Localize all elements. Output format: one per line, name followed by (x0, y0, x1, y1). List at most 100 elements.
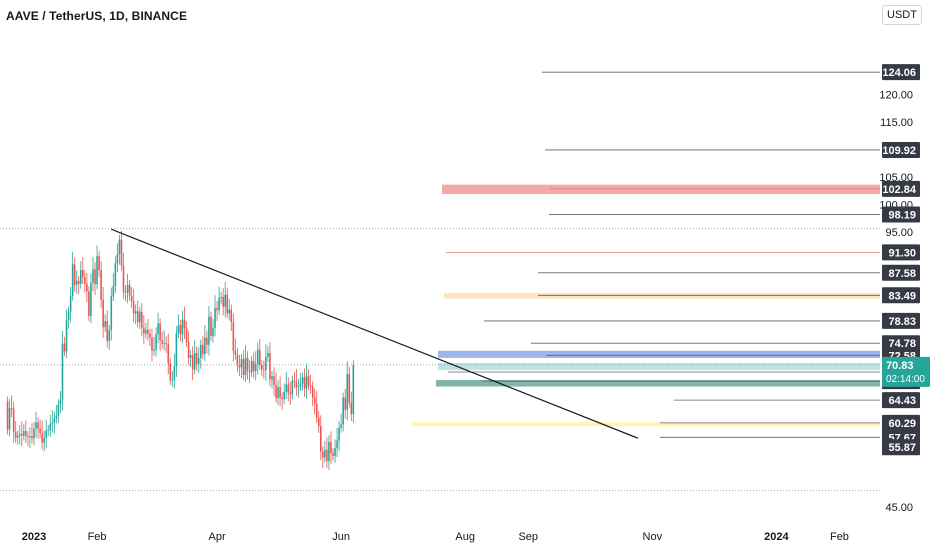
candle-body (248, 370, 251, 373)
candle (77, 276, 80, 295)
candle-body (295, 381, 298, 388)
zone-2[interactable] (438, 350, 880, 358)
candle (163, 330, 165, 351)
candle (303, 368, 306, 397)
candle (238, 354, 241, 377)
candle-body (112, 285, 115, 297)
candle (216, 301, 218, 321)
candle (269, 342, 271, 387)
candle-body (136, 311, 139, 323)
candle-body (120, 239, 123, 266)
candle (159, 318, 161, 352)
candle (224, 282, 226, 318)
candle-body (18, 433, 21, 436)
candle (112, 273, 115, 302)
candle-body (106, 321, 109, 341)
candle-body (330, 442, 332, 454)
candle (271, 371, 273, 389)
candle (185, 321, 188, 347)
candle-body (134, 311, 137, 314)
time-tick-label: Feb (88, 531, 107, 543)
svg-text:64.43: 64.43 (888, 395, 916, 407)
candle-body (336, 440, 338, 449)
price-tick-label: 45.00 (885, 502, 913, 514)
candle (202, 335, 204, 360)
candle-body (285, 384, 288, 393)
time-tick-label: Nov (643, 531, 663, 543)
candle (167, 333, 170, 375)
candle (27, 431, 29, 446)
candle (96, 245, 98, 290)
candle-body (197, 357, 200, 364)
candle-body (199, 344, 202, 358)
candle-body (287, 384, 290, 393)
candle (195, 346, 198, 371)
candle (342, 392, 344, 432)
zone-3[interactable] (438, 362, 880, 371)
candle (12, 401, 15, 443)
level-price-badge: 60.29 (882, 414, 920, 431)
candle-body (289, 392, 292, 395)
price-tick-label: 120.00 (879, 90, 913, 102)
candle (309, 374, 312, 394)
candle (340, 413, 342, 433)
candles-layer (6, 230, 355, 471)
candle (120, 230, 123, 271)
candle (55, 404, 58, 424)
candle (41, 420, 43, 450)
candle (218, 286, 220, 316)
candle-body (309, 385, 312, 387)
candle-body (307, 376, 310, 386)
candle-body (334, 448, 336, 456)
level-price-badge: 64.43 (882, 392, 920, 409)
candle-body (258, 349, 261, 366)
candle (324, 441, 326, 463)
candle-body (328, 442, 330, 462)
candle (236, 347, 239, 373)
candle-body (29, 436, 31, 438)
candle (82, 257, 84, 284)
candle-body (191, 355, 194, 370)
candle-body (202, 344, 204, 355)
currency-unit-button[interactable]: USDT (882, 5, 922, 25)
chart-title: AAVE / TetherUS, 1D, BINANCE (6, 9, 188, 23)
candle (88, 286, 90, 322)
candle-body (230, 309, 233, 323)
candle (193, 340, 196, 375)
zone-0[interactable] (442, 184, 880, 195)
candle-body (242, 359, 245, 375)
candle-body (55, 415, 58, 419)
candle-body (281, 397, 283, 400)
candle (16, 430, 19, 445)
svg-text:98.19: 98.19 (888, 209, 916, 221)
level-price-badge: 55.87 (882, 439, 920, 456)
candle-body (315, 403, 318, 418)
candle-body (157, 323, 159, 335)
candle-body (51, 422, 54, 424)
candle-body (256, 349, 259, 364)
candle (330, 431, 332, 464)
zone-4[interactable] (436, 379, 880, 387)
candle (169, 358, 172, 385)
candle (181, 310, 184, 344)
candle (130, 287, 133, 309)
candle (33, 422, 35, 446)
zone-5[interactable] (412, 422, 880, 427)
candle-body (244, 357, 247, 375)
candle-body (100, 269, 102, 300)
candle-body (332, 453, 334, 456)
candle-body (261, 365, 263, 370)
svg-text:02:14:00: 02:14:00 (886, 374, 925, 385)
candle (230, 304, 233, 331)
zone-1[interactable] (444, 293, 880, 299)
candle (57, 399, 60, 423)
trend-line[interactable] (111, 228, 639, 439)
candle (43, 430, 45, 452)
candle-body (143, 327, 145, 334)
price-axis: 120.00115.00105.00100.0095.0045.00124.06… (879, 64, 930, 514)
candle (299, 373, 302, 391)
candle-body (273, 376, 275, 385)
time-axis: 2023 Feb Apr Jun Aug Sep Nov 2024 Feb (22, 531, 849, 543)
candle (210, 311, 212, 341)
